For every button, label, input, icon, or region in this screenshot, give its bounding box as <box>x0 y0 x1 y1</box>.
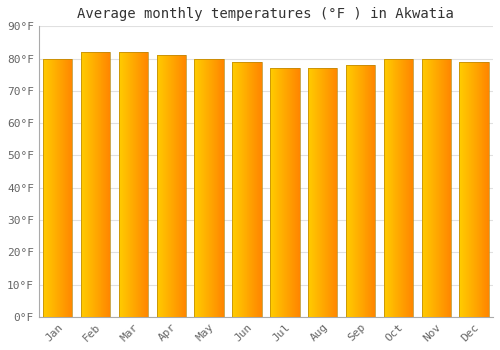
Bar <box>194 58 224 317</box>
Bar <box>422 58 451 317</box>
Bar <box>118 52 148 317</box>
Title: Average monthly temperatures (°F ) in Akwatia: Average monthly temperatures (°F ) in Ak… <box>78 7 454 21</box>
Bar <box>346 65 376 317</box>
Bar <box>384 58 413 317</box>
Bar <box>270 68 300 317</box>
Bar <box>156 55 186 317</box>
Bar <box>81 52 110 317</box>
Bar <box>460 62 489 317</box>
Bar <box>232 62 262 317</box>
Bar <box>43 58 72 317</box>
Bar <box>308 68 338 317</box>
